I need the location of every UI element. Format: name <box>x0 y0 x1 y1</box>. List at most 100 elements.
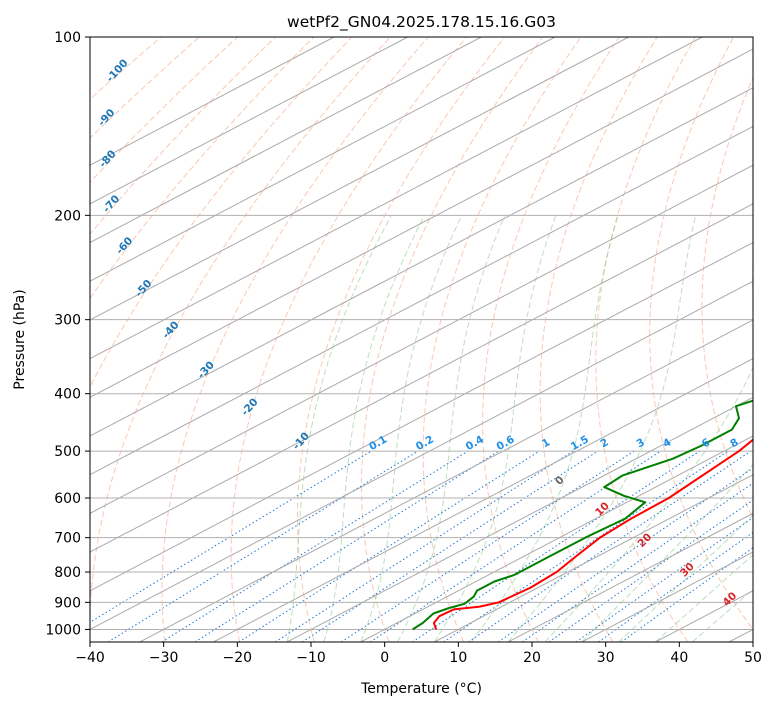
axis-ticks: −40 −30 −20 −10 0 10 20 30 40 5010020030040050060… <box>45 30 762 666</box>
y-tick-label: 500 <box>54 444 81 460</box>
moist-adiabat <box>433 215 557 642</box>
x-tick-label: −20 <box>223 650 253 666</box>
mixing-ratio-line <box>575 517 753 642</box>
dry-adiabat <box>90 37 315 300</box>
mixing-ratio-label: 0.6 <box>495 433 517 453</box>
mixing-ratio-line <box>412 450 700 642</box>
dry-adiabat-label: -30 <box>195 359 217 381</box>
x-tick-label: 20 <box>523 650 541 666</box>
x-tick-label: 0 <box>380 650 389 666</box>
y-tick-label: 800 <box>54 565 81 581</box>
dry-adiabat-label: -60 <box>114 235 136 257</box>
isotherm <box>90 164 753 514</box>
moist-adiabat <box>286 215 392 642</box>
isotherm <box>90 37 703 360</box>
isotherm <box>90 37 335 166</box>
dry-adiabat <box>230 37 467 642</box>
mixing-ratio-label: 1 <box>540 436 552 450</box>
moist-adiabat <box>581 463 753 642</box>
isotherm <box>90 87 753 437</box>
mixing-ratio-line <box>238 450 540 642</box>
dry-adiabat <box>482 37 620 642</box>
mixing-ratio-label: 6 <box>700 436 712 450</box>
y-tick-label: 1000 <box>45 622 81 638</box>
y-tick-label: 900 <box>54 595 81 611</box>
moist-adiabat <box>360 215 463 642</box>
y-tick-label: 100 <box>54 30 81 46</box>
moist-adiabat <box>618 514 753 642</box>
isotherm <box>90 37 482 244</box>
mixing-ratio-label: 4 <box>661 436 673 450</box>
mixing-ratio-line <box>522 482 753 642</box>
mixing-ratio-line <box>161 450 469 642</box>
dry-adiabat <box>90 37 353 389</box>
dry-adiabat <box>296 37 505 642</box>
isotherm <box>90 280 753 631</box>
dry-adiabat-label: -90 <box>96 107 118 129</box>
y-tick-label: 700 <box>54 531 81 547</box>
sounding-trace <box>432 438 753 630</box>
x-tick-label: −30 <box>149 650 179 666</box>
moist-adiabat <box>691 588 753 642</box>
isotherm <box>581 551 753 642</box>
moist-adiabat-label: 10 <box>593 500 612 519</box>
x-tick-label: 50 <box>744 650 762 666</box>
x-tick-label: 30 <box>597 650 615 666</box>
isotherm <box>213 358 753 642</box>
dry-adiabat <box>90 37 238 183</box>
isotherm <box>139 319 753 642</box>
line-labels: -100-90-80-70-60-50-40-30-20-10 0.1 0.2 0.4… <box>96 57 741 609</box>
dry-adiabat <box>90 37 391 642</box>
mixing-ratio-line <box>598 531 753 642</box>
mixing-ratio-line <box>275 450 574 642</box>
isotherm <box>434 474 753 642</box>
isotherm <box>90 125 753 476</box>
dry-adiabat <box>161 37 429 642</box>
dry-adiabat <box>752 253 753 308</box>
moist-adiabat-label: 0 <box>553 474 567 488</box>
chart-title: wetPf2_GN04.2025.178.15.16.G03 <box>287 13 556 32</box>
mixing-ratio-label: 0.4 <box>464 433 486 453</box>
isotherm <box>507 512 753 642</box>
mixing-ratio-label: 3 <box>634 436 646 450</box>
x-tick-label: 10 <box>449 650 467 666</box>
mixing-ratio-line <box>194 450 500 642</box>
mixing-ratio-label: 1.5 <box>569 433 591 453</box>
dry-adiabat <box>422 37 582 642</box>
y-tick-label: 400 <box>54 387 81 403</box>
background-lines <box>90 37 753 642</box>
isotherm <box>90 48 753 398</box>
y-tick-label: 300 <box>54 313 81 329</box>
dry-adiabat-label: -50 <box>133 278 155 300</box>
isotherm <box>728 628 753 642</box>
moist-adiabat-label: 30 <box>678 561 697 580</box>
dry-adiabat <box>649 37 753 631</box>
moist-adiabat-label: 20 <box>635 531 654 550</box>
moist-adiabat <box>470 215 619 642</box>
mixing-ratio-line <box>341 450 635 642</box>
mixing-ratio-label: 0.1 <box>367 433 389 453</box>
sounding-trace <box>412 399 753 631</box>
mixing-ratio-line <box>497 467 753 642</box>
dry-adiabat <box>361 37 544 642</box>
isotherm <box>360 435 753 642</box>
mixing-ratio-line <box>468 450 752 642</box>
isotherm <box>90 37 556 282</box>
isotherm <box>90 203 753 553</box>
x-axis-label: Temperature (°C) <box>360 681 482 697</box>
plot-frame <box>89 36 754 643</box>
mixing-ratio-label: 2 <box>598 436 610 450</box>
isotherm <box>90 37 408 205</box>
dry-adiabat-label: -100 <box>104 57 131 85</box>
y-axis-label: Pressure (hPa) <box>12 289 28 389</box>
dry-adiabat <box>539 37 658 642</box>
moist-adiabat <box>397 215 506 642</box>
moist-adiabat <box>655 554 753 642</box>
x-tick-label: −40 <box>75 650 105 666</box>
mixing-ratio-line <box>443 450 729 642</box>
isotherm <box>90 37 629 321</box>
mixing-ratio-line <box>548 499 753 642</box>
pressure-grid <box>90 37 753 630</box>
isotherm <box>90 241 753 592</box>
y-tick-label: 200 <box>54 208 81 224</box>
